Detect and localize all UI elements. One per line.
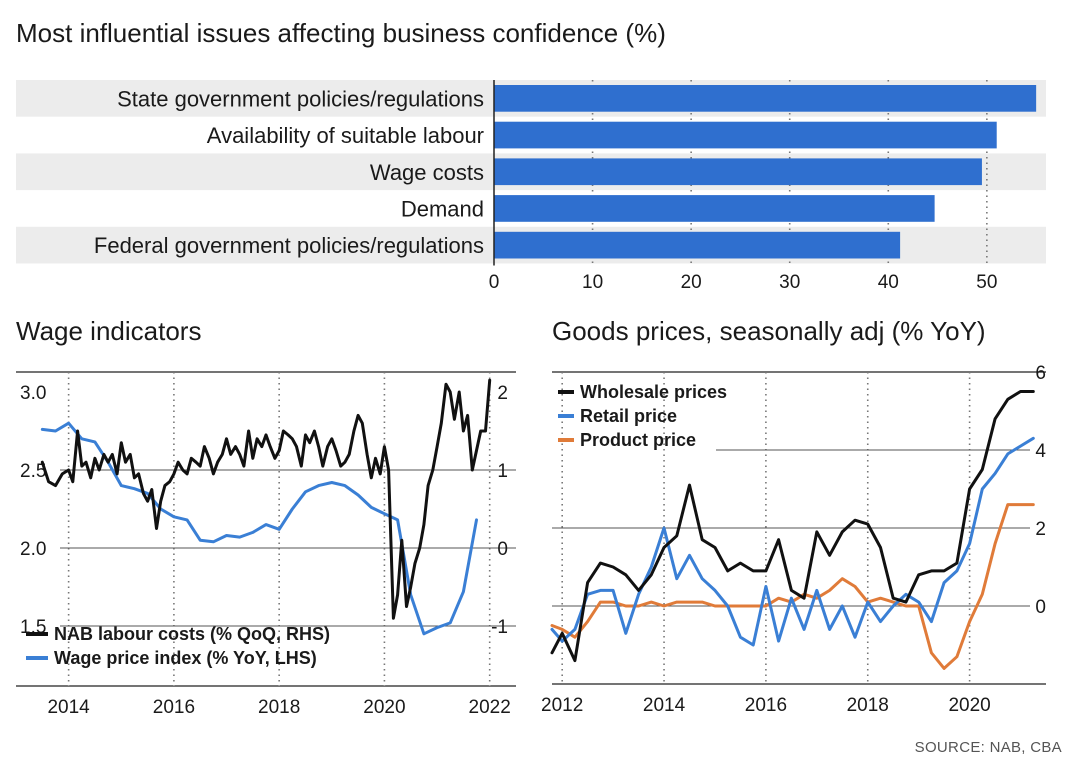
legend-label: Wage price index (% YoY, LHS)	[54, 648, 317, 668]
series-line	[550, 390, 1035, 663]
legend-label: Retail price	[580, 406, 677, 426]
category-label: State government policies/regulations	[117, 86, 484, 111]
y-tick-right: -1	[491, 617, 508, 638]
legend-label: NAB labour costs (% QoQ, RHS)	[54, 624, 330, 644]
source-note: SOURCE: NAB, CBA	[915, 739, 1062, 756]
bar	[494, 121, 997, 149]
legend-label: Product price	[580, 430, 696, 450]
series-line	[550, 503, 1035, 670]
series-line	[40, 378, 492, 620]
x-tick-label: 30	[779, 272, 800, 293]
series-line	[40, 421, 478, 636]
y-tick-label: 6	[1035, 363, 1046, 384]
series-line	[550, 436, 1035, 647]
y-tick-label: 2	[1035, 519, 1046, 540]
x-tick-label: 2014	[643, 695, 686, 716]
bar	[494, 231, 901, 259]
x-tick-label: 2012	[541, 695, 583, 716]
y-tick-right: 1	[497, 461, 508, 482]
x-tick-label: 2016	[745, 695, 787, 716]
y-tick-right: 0	[497, 539, 508, 560]
bar	[494, 85, 1037, 112]
x-tick-label: 2014	[47, 697, 90, 718]
category-label: Demand	[401, 196, 484, 221]
y-tick-label: 0	[1035, 597, 1046, 618]
legend-label: Wholesale prices	[580, 382, 727, 402]
x-tick-label: 2016	[153, 697, 195, 718]
x-tick-label: 2020	[363, 697, 405, 718]
category-label: Federal government policies/regulations	[94, 233, 484, 258]
y-tick-label: 4	[1035, 441, 1046, 462]
x-tick-label: 2022	[469, 697, 511, 718]
x-tick-label: 40	[878, 272, 899, 293]
category-label: Availability of suitable labour	[207, 123, 484, 148]
bar	[494, 158, 982, 186]
goods-chart-title: Goods prices, seasonally adj (% YoY)	[552, 316, 986, 346]
x-tick-label: 2020	[948, 695, 990, 716]
x-tick-label: 2018	[258, 697, 300, 718]
category-label: Wage costs	[370, 160, 484, 185]
wage-chart: 2014 2016 2018 2020 20223.02.52.01.5210-1NAB…	[16, 371, 516, 718]
bar	[494, 195, 935, 222]
x-tick-label: 10	[582, 272, 603, 293]
y-tick-right: 2	[497, 383, 508, 404]
x-tick-label: 20	[681, 272, 702, 293]
bar-chart-title: Most influential issues affecting busine…	[16, 18, 666, 48]
x-tick-label: 50	[976, 272, 997, 293]
bar-chart: State government policies/regulations Ava…	[16, 80, 1046, 293]
y-tick-left: 2.5	[20, 461, 46, 482]
x-tick-label: 2018	[847, 695, 889, 716]
x-tick-label: 0	[489, 272, 500, 293]
wage-chart-title: Wage indicators	[16, 316, 201, 346]
y-tick-left: 2.0	[20, 539, 46, 560]
y-tick-left: 3.0	[20, 383, 46, 404]
goods-chart: 2012 2014 2016 2018 2020 6 4 2 0 Wholesale prices…	[541, 363, 1046, 716]
